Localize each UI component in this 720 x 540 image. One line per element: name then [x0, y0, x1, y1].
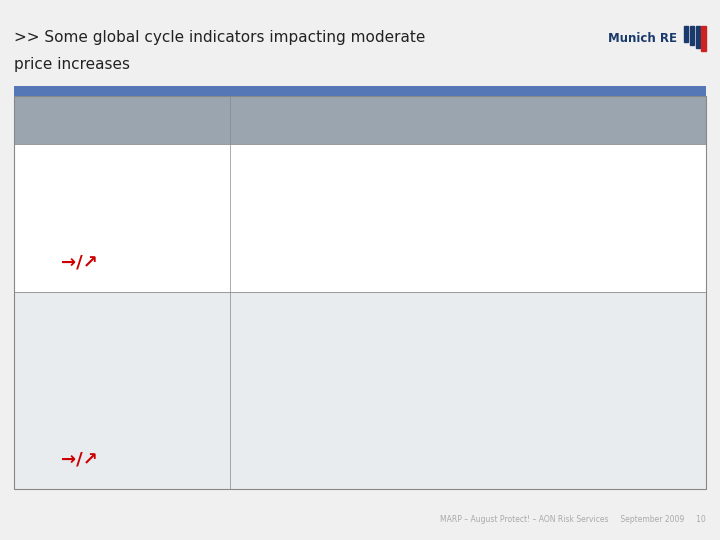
Text: On balance overall macro economy supportive for
price increases: On balance overall macro economy support… — [252, 395, 531, 418]
Bar — [14, 96, 706, 144]
Bar — [701, 26, 706, 51]
Text: •: • — [243, 302, 250, 312]
Text: →/↗: →/↗ — [60, 254, 98, 272]
Text: Prices to increase slightly with substantial differences
by line and region: Prices to increase slightly with substan… — [252, 172, 552, 194]
Text: ➄ Macro economy;
   expected capital
   market returns: ➄ Macro economy; expected capital market… — [23, 299, 128, 338]
Bar — [14, 86, 706, 96]
Text: Recently improved economic outlook but still high
uncertainties: Recently improved economic outlook but s… — [252, 302, 532, 325]
Bar — [684, 26, 688, 42]
Bar — [696, 26, 700, 48]
Text: For capital intensive lines further price increases are
expected: For capital intensive lines further pric… — [252, 219, 546, 241]
Text: >> Some global cycle indicators impacting moderate: >> Some global cycle indicators impactin… — [14, 30, 426, 45]
Text: •: • — [243, 349, 250, 359]
Bar — [690, 26, 694, 45]
Bar — [14, 86, 706, 96]
Text: •: • — [243, 172, 250, 183]
Text: ➃ “Consensus” of
   external views about
   the cycle: ➃ “Consensus” of external views about th… — [23, 151, 150, 188]
Text: For regions and lines with recent losses and exposure
increases further hardenin: For regions and lines with recent losses… — [252, 266, 552, 288]
Text: price increases: price increases — [14, 57, 130, 72]
Text: •: • — [243, 219, 250, 229]
Text: Investment returns recovered recently, but still not
reaching pre-crisis levels: Investment returns recovered recently, b… — [252, 349, 538, 371]
Bar — [14, 292, 706, 489]
Text: External observers expect:: External observers expect: — [239, 151, 389, 161]
Bar — [14, 144, 706, 292]
Text: MARP – August Protect! – AON Risk Services     September 2009     10: MARP – August Protect! – AON Risk Servic… — [440, 515, 706, 524]
Text: •: • — [243, 395, 250, 406]
Text: Munich RE: Munich RE — [608, 32, 678, 45]
Text: →/↗: →/↗ — [60, 450, 98, 468]
Bar — [14, 96, 706, 489]
Text: •: • — [243, 266, 250, 275]
Text: Global Cycle
indicators: Global Cycle indicators — [23, 105, 104, 135]
Text: Summary: Summary — [239, 113, 302, 126]
